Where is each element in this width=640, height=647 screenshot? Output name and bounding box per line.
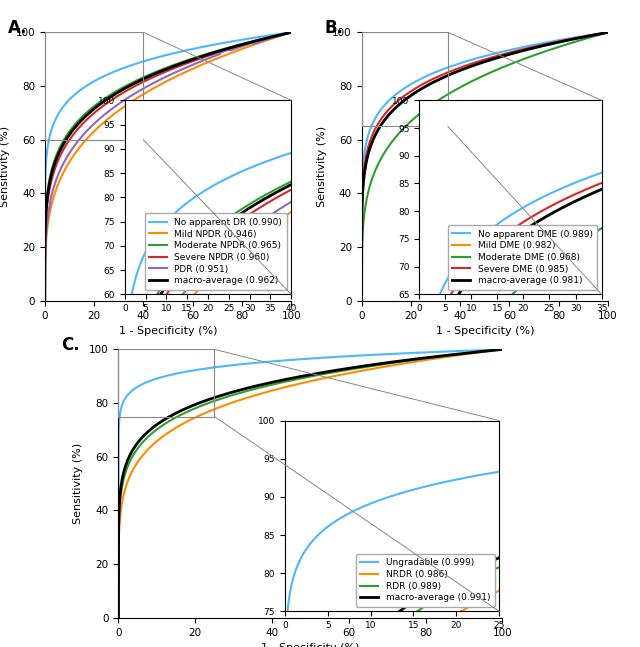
Bar [45, 32, 143, 140]
Text: B.: B. [324, 19, 344, 37]
Text: C.: C. [61, 336, 79, 354]
Legend: Ungradable (0.999), NRDR (0.986), RDR (0.989), macro-average (0.991): Ungradable (0.999), NRDR (0.986), RDR (0… [356, 554, 495, 607]
Legend: No apparent DR (0.990), Mild NPDR (0.946), Moderate NPDR (0.965), Severe NPDR (0: No apparent DR (0.990), Mild NPDR (0.946… [145, 214, 287, 290]
Legend: No apparent DME (0.989), Mild DME (0.982), Moderate DME (0.968), Severe DME (0.9: No apparent DME (0.989), Mild DME (0.982… [448, 225, 597, 290]
Bar [362, 32, 448, 126]
X-axis label: 1 - Specificity (%): 1 - Specificity (%) [119, 326, 217, 336]
Y-axis label: Sensitivity (%): Sensitivity (%) [317, 126, 326, 207]
Bar [118, 349, 214, 417]
Y-axis label: Sensitivity (%): Sensitivity (%) [0, 126, 10, 207]
X-axis label: 1 - Specificity (%): 1 - Specificity (%) [261, 643, 360, 647]
Y-axis label: Sensitivity (%): Sensitivity (%) [74, 443, 83, 524]
X-axis label: 1 - Specificity (%): 1 - Specificity (%) [436, 326, 534, 336]
Text: A.: A. [8, 19, 28, 37]
